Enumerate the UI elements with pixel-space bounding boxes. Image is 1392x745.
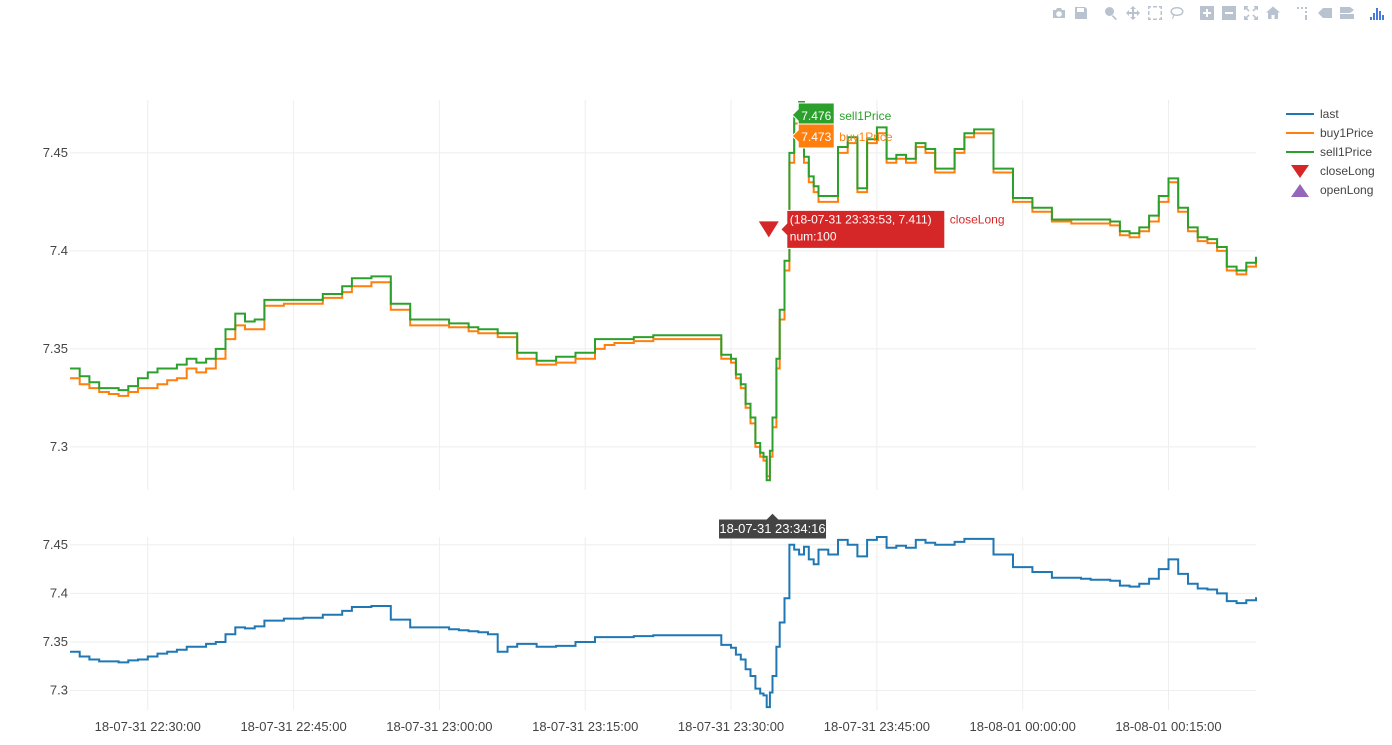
hover-x-label-text: 18-07-31 23:34:16: [719, 521, 825, 536]
lasso-icon[interactable]: [1168, 4, 1186, 22]
hover-compare-icon[interactable]: [1338, 4, 1356, 22]
y-tick-label: 7.35: [43, 634, 68, 649]
legend-item-openLong[interactable]: openLong: [1291, 183, 1373, 197]
legend-label: openLong: [1320, 183, 1373, 197]
hover-closeLong-label: closeLong: [950, 212, 1005, 226]
autoscale-icon[interactable]: [1242, 4, 1260, 22]
axes: 18-07-31 22:30:00 18-07-31 22:45:00 18-07-…: [43, 145, 1222, 734]
box-select-icon[interactable]: [1146, 4, 1164, 22]
hover-buy1Price: 7.473 buy1Price: [791, 123, 893, 149]
legend-swatch: [1291, 165, 1309, 178]
legend-item-closeLong[interactable]: closeLong: [1291, 164, 1375, 178]
plotly-logo-icon[interactable]: [1368, 4, 1386, 22]
hover-labels: 7.476 sell1Price 7.473 buy1Price (18-07-31 2…: [718, 102, 1005, 540]
sell1Price-line[interactable]: [70, 101, 1257, 482]
modebar-group: [1050, 4, 1090, 22]
hover-closest-icon[interactable]: [1316, 4, 1334, 22]
hover-closeLong-coords: (18-07-31 23:33:53, 7.411): [790, 212, 932, 226]
y-tick-label: 7.35: [43, 341, 68, 356]
closeLong-marker[interactable]: [758, 221, 779, 238]
x-tick-label: 18-08-01 00:00:00: [970, 719, 1076, 734]
legend[interactable]: last buy1Price sell1Price closeLong openLong: [1286, 107, 1375, 197]
y-tick-label: 7.4: [50, 585, 68, 600]
buy1Price-line[interactable]: [70, 106, 1257, 478]
reset-axes-icon[interactable]: [1264, 4, 1282, 22]
legend-item-last[interactable]: last: [1286, 107, 1339, 121]
zoom-out-icon[interactable]: [1220, 4, 1238, 22]
legend-swatch: [1291, 184, 1309, 197]
hover-sell1Price: 7.476 sell1Price: [791, 102, 892, 128]
hover-closeLong-num: num:100: [790, 229, 837, 243]
legend-item-sell1Price[interactable]: sell1Price: [1286, 145, 1372, 159]
pan-icon[interactable]: [1124, 4, 1142, 22]
modebar-group: [1294, 4, 1356, 22]
y-tick-label: 7.3: [50, 439, 68, 454]
x-tick-label: 18-07-31 23:00:00: [386, 719, 492, 734]
modebar-group: [1198, 4, 1282, 22]
last-line[interactable]: [70, 536, 1257, 709]
legend-label: sell1Price: [1320, 145, 1372, 159]
x-tick-label: 18-07-31 22:30:00: [95, 719, 201, 734]
modebar-group: [1102, 4, 1186, 22]
x-tick-label: 18-08-01 00:15:00: [1115, 719, 1221, 734]
y-tick-label: 7.45: [43, 537, 68, 552]
hover-closeLong: (18-07-31 23:33:53, 7.411) num:100 closeLo…: [780, 209, 1005, 249]
x-tick-label: 18-07-31 22:45:00: [240, 719, 346, 734]
y-tick-label: 7.45: [43, 145, 68, 160]
x-tick-label: 18-07-31 23:30:00: [678, 719, 784, 734]
traces: [70, 101, 1257, 709]
modebar: [1042, 4, 1386, 22]
hover-sell1Price-value: 7.476: [801, 109, 831, 123]
hover-x-label: 18-07-31 23:34:16: [718, 512, 828, 540]
x-tick-label: 18-07-31 23:45:00: [824, 719, 930, 734]
zoom-icon[interactable]: [1102, 4, 1120, 22]
save-icon[interactable]: [1072, 4, 1090, 22]
zoom-in-icon[interactable]: [1198, 4, 1216, 22]
camera-icon[interactable]: [1050, 4, 1068, 22]
x-tick-label: 18-07-31 23:15:00: [532, 719, 638, 734]
hover-buy1Price-label: buy1Price: [839, 130, 893, 144]
y-tick-label: 7.4: [50, 243, 68, 258]
hover-sell1Price-label: sell1Price: [839, 109, 891, 123]
legend-label: closeLong: [1320, 164, 1375, 178]
spike-lines-icon[interactable]: [1294, 4, 1312, 22]
y-tick-label: 7.3: [50, 683, 68, 698]
grid: [70, 100, 1256, 710]
legend-label: buy1Price: [1320, 126, 1374, 140]
hover-buy1Price-value: 7.473: [801, 130, 831, 144]
legend-item-buy1Price[interactable]: buy1Price: [1286, 126, 1374, 140]
legend-label: last: [1320, 107, 1339, 121]
modebar-group: [1368, 4, 1386, 22]
